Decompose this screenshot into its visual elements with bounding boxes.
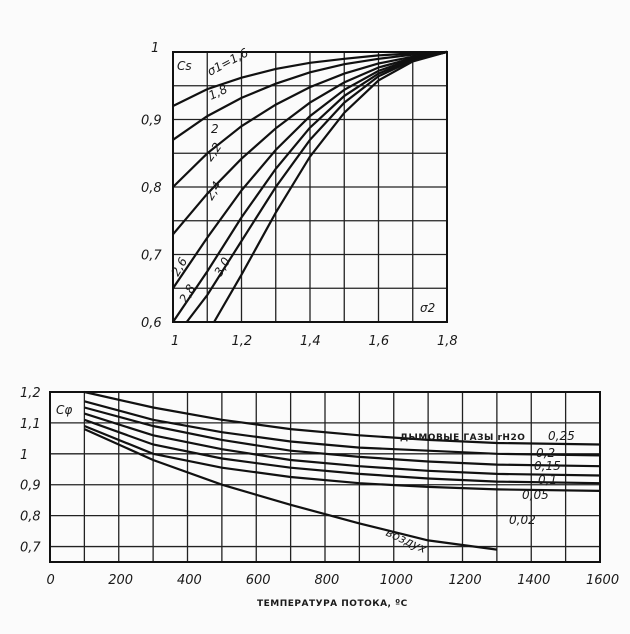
top-y-max-label: 1 — [151, 41, 159, 56]
top-curve-label: 2,8 — [176, 282, 198, 306]
top-x-tick-label: 1 — [171, 334, 179, 349]
bottom-x-tick-label: 600 — [246, 573, 271, 588]
top-series-line-0 — [172, 50, 448, 107]
top-series-line-5 — [172, 50, 448, 323]
top-y-tick-label: 0,8 — [141, 181, 162, 196]
bottom-series-line-3 — [84, 412, 601, 477]
top-chart-cs: 1 1,2 1,4 1,6 1,8 0,6 0,7 0,8 0,9 1 Cs σ2 σ1=1,6 1,8 2… — [141, 41, 458, 349]
bottom-x-tick-label: 1400 — [517, 573, 550, 588]
bottom-curve-label: 0,1 — [538, 473, 557, 487]
top-series-line-1 — [172, 50, 448, 141]
bottom-x-tick-label: 1600 — [586, 573, 619, 588]
top-x-axis-label: σ2 — [420, 301, 435, 315]
top-curve-label: σ1=1,6 — [205, 45, 251, 78]
bottom-curve-label: 0,05 — [522, 488, 549, 502]
top-curve-label: 1,8 — [206, 82, 230, 103]
bottom-x-tick-label: 200 — [108, 573, 133, 588]
bottom-annotation: ДЫМОВЫЕ ГАЗЫ rH2O — [400, 433, 525, 443]
bottom-x-tick-label: 1200 — [449, 573, 482, 588]
top-curve-label: 2 — [211, 122, 219, 136]
bottom-series-line-6 — [83, 428, 498, 551]
bottom-x-tick-label: 800 — [315, 573, 340, 588]
top-series-line-6 — [185, 50, 448, 323]
bottom-chart-cphi: 0 200 400 600 800 1000 1200 1400 1600 0,7 0,8 0,9 1 1… — [20, 386, 619, 609]
bottom-series-line-4 — [84, 418, 601, 485]
top-series-line-2 — [172, 50, 448, 188]
bottom-curve-label: 0,02 — [509, 513, 536, 527]
top-series-line-3 — [172, 50, 448, 236]
top-x-tick-label: 1,6 — [369, 334, 390, 349]
top-series-line-4 — [172, 50, 448, 289]
top-x-tick-label: 1,8 — [437, 334, 458, 349]
bottom-curve-label: воздух — [384, 525, 430, 556]
bottom-plot-frame — [49, 391, 601, 563]
bottom-x-tick-label: 0 — [47, 573, 55, 588]
top-x-tick-label: 1,4 — [300, 334, 321, 349]
bottom-series-line-0 — [84, 390, 601, 446]
bottom-series-line-5 — [83, 424, 601, 492]
bottom-series-line-1 — [84, 400, 601, 457]
bottom-curve-label: 0,25 — [548, 429, 575, 443]
bottom-y-axis-label: Cφ — [56, 403, 72, 417]
top-series-line-7 — [213, 50, 448, 323]
top-curve-label: 2,4 — [202, 179, 224, 203]
bottom-series-line-2 — [84, 406, 601, 468]
top-y-tick-label: 0,7 — [141, 249, 162, 264]
bottom-x-tick-label: 400 — [177, 573, 202, 588]
top-curve-label: 2,6 — [168, 255, 190, 279]
top-y-axis-label: Cs — [177, 59, 192, 73]
bottom-y-tick-label: 0,8 — [20, 510, 41, 525]
bottom-x-axis-title: ТЕМПЕРАТУРА ПОТОКА, ºС — [257, 599, 408, 609]
bottom-curve-label: 0,15 — [534, 459, 561, 473]
bottom-curve-label: 0,2 — [536, 446, 555, 460]
bottom-y-tick-label: 0,7 — [20, 541, 41, 556]
top-x-tick-label: 1,2 — [232, 334, 253, 349]
bottom-y-tick-label: 1 — [20, 448, 28, 463]
bottom-x-tick-label: 1000 — [380, 573, 413, 588]
bottom-y-tick-label: 0,9 — [20, 479, 41, 494]
bottom-y-tick-label: 1,1 — [20, 417, 41, 432]
bottom-y-tick-label: 1,2 — [20, 386, 41, 401]
top-y-tick-label: 0,6 — [141, 316, 162, 331]
top-y-tick-label: 0,9 — [141, 114, 162, 129]
